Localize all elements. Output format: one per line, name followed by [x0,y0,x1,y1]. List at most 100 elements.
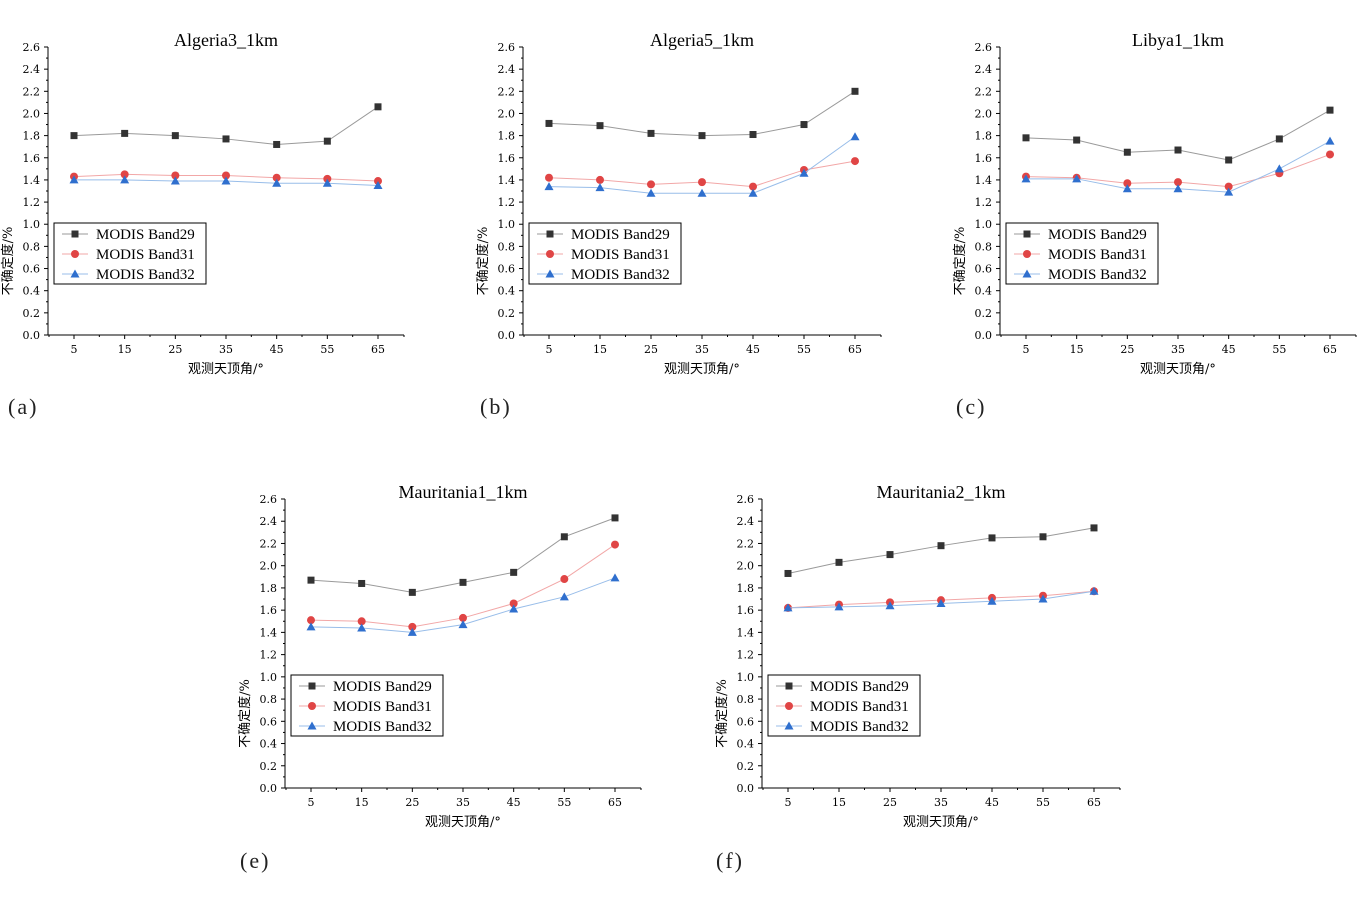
data-point-band31 [171,171,180,180]
data-point-band32 [783,603,793,612]
y-tick-label: 2.0 [975,107,993,120]
x-tick-label: 15 [1070,343,1084,356]
x-tick-label: 35 [456,796,470,809]
data-point-band29 [560,533,568,541]
data-point-band31 [1123,179,1132,188]
x-tick-label: 65 [608,796,622,809]
data-point-band29 [1326,106,1334,114]
data-point-band31 [1326,150,1334,159]
data-point-band29 [1123,148,1131,156]
y-tick-label: 0.4 [260,738,278,751]
legend-marker-triangle [70,269,80,278]
x-tick-label: 35 [695,343,709,356]
data-point-band31 [272,173,281,182]
legend-label: MODIS Band31 [1048,247,1147,263]
y-tick-label: 0.4 [975,285,993,298]
x-tick-label: 45 [507,796,521,809]
x-axis-label: 观测天顶角/° [1140,362,1216,377]
x-tick-label: 35 [1171,343,1185,356]
x-axis-label: 观测天顶角/° [664,362,740,377]
x-tick-label: 35 [934,796,948,809]
chart-panel-2: 0.0 0.2 0.4 0.6 0.8 1.0 1.2 1.4 1.6 1.8 2.0 2.2 2.4 2… [952,30,1357,377]
y-tick-label: 0.2 [975,307,993,320]
legend-marker-circle [1023,250,1031,258]
data-point-band31 [509,599,518,608]
y-tick-label: 1.0 [975,218,993,231]
data-point-band29 [171,132,179,140]
x-tick-label: 45 [746,343,760,356]
y-tick-label: 1.2 [260,649,278,662]
y-tick-label: 0.8 [260,693,278,706]
data-point-band29 [851,87,859,95]
x-tick-label: 45 [985,796,999,809]
legend-label: MODIS Band31 [333,699,432,715]
y-tick-label: 1.0 [498,218,516,231]
data-point-band32 [170,176,180,185]
y-axis-label: 不确定度/% [475,227,491,296]
data-point-band32 [559,592,569,601]
y-tick-label: 0.2 [498,307,516,320]
data-point-band29 [273,140,281,148]
y-tick-label: 1.4 [260,626,278,639]
x-tick-label: 5 [785,796,792,809]
panel-label-e: (e) [240,848,271,873]
y-tick-label: 1.6 [260,604,278,617]
y-tick-label: 1.2 [975,196,993,209]
x-tick-label: 25 [644,343,658,356]
y-tick-label: 1.0 [260,671,278,684]
x-axis-label: 观测天顶角/° [188,362,264,377]
y-tick-label: 0.2 [737,760,755,773]
y-tick-label: 0.6 [498,263,516,276]
data-point-band31 [698,178,706,187]
data-point-band29 [596,122,604,130]
y-axis-label: 不确定度/% [952,227,968,296]
panel-label-c: (c) [956,394,987,419]
data-point-band29 [1022,134,1030,142]
y-tick-label: 2.0 [260,560,278,573]
y-tick-label: 1.6 [975,152,993,165]
legend-label: MODIS Band31 [810,699,909,715]
data-point-band29 [784,569,792,577]
y-tick-label: 2.2 [737,537,755,550]
y-tick-label: 2.0 [737,560,755,573]
data-point-band31 [749,182,757,191]
legend-label: MODIS Band32 [1048,267,1147,283]
y-tick-label: 2.6 [260,493,278,506]
y-tick-label: 0.8 [498,240,516,253]
x-tick-label: 25 [1120,343,1134,356]
data-point-band32 [595,183,605,192]
legend-label: MODIS Band29 [333,679,432,695]
data-point-band29 [1090,524,1098,532]
y-tick-label: 1.4 [975,174,993,187]
y-tick-label: 0.6 [23,263,41,276]
y-tick-label: 0.2 [260,760,278,773]
x-tick-label: 65 [848,343,862,356]
data-point-band29 [1073,136,1081,144]
data-point-band31 [1224,182,1233,191]
legend-marker-circle [308,702,316,710]
legend-marker-triangle [307,721,317,730]
y-tick-label: 0.4 [498,285,516,298]
y-tick-label: 0.0 [498,329,516,342]
data-point-band29 [307,576,315,584]
data-point-band29 [358,579,366,587]
y-tick-label: 1.8 [975,130,993,143]
legend-marker-triangle [784,721,794,730]
data-point-band32 [799,168,809,177]
legend-label: MODIS Band32 [571,267,670,283]
legend-label: MODIS Band29 [1048,227,1147,243]
data-point-band31 [307,616,315,625]
data-point-band29 [698,132,706,140]
chart-title: Mauritania1_1km [399,482,528,502]
data-point-band32 [885,601,895,610]
y-tick-label: 0.8 [975,240,993,253]
data-point-band29 [647,129,655,137]
y-tick-label: 2.0 [23,107,41,120]
legend-label: MODIS Band29 [810,679,909,695]
y-tick-label: 2.4 [498,63,516,76]
data-point-band32 [936,598,946,607]
y-tick-label: 1.0 [737,671,755,684]
data-point-band29 [121,129,129,137]
panel-label-a: (a) [8,394,39,419]
x-tick-label: 25 [405,796,419,809]
